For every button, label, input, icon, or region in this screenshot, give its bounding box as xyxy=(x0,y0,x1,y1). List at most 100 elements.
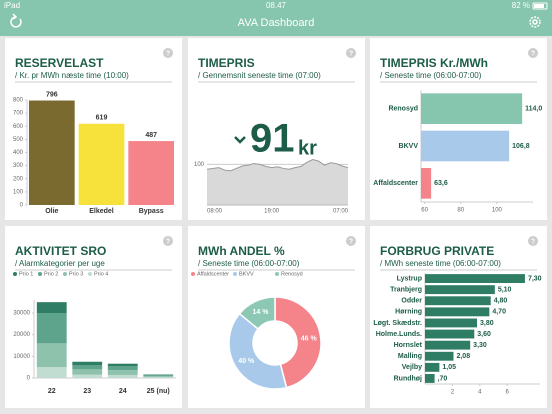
value-label: 3,30 xyxy=(473,342,487,349)
legend-marker xyxy=(38,272,42,276)
legend-marker xyxy=(191,272,195,276)
y-tick-label: BKVV xyxy=(399,143,419,150)
bar-segment xyxy=(107,366,138,371)
legend-label: BKVV xyxy=(239,271,254,277)
help-icon: ? xyxy=(166,50,170,57)
legend-label: Prio 4 xyxy=(94,271,108,277)
x-tick-label: 07:00 xyxy=(333,209,349,215)
value-label: ,70 xyxy=(438,375,448,382)
big-value: 91 xyxy=(250,117,295,161)
help-button xyxy=(528,236,538,246)
x-tick-label: 24 xyxy=(119,388,127,395)
y-tick-label: 200 xyxy=(13,176,24,182)
legend-marker xyxy=(88,272,92,276)
bar-segment xyxy=(36,313,67,344)
y-tick-label: 10000 xyxy=(13,354,30,360)
bar xyxy=(28,100,75,205)
value-label: 1,05 xyxy=(442,364,456,371)
x-tick-label: 80 xyxy=(457,208,464,214)
refresh-icon[interactable] xyxy=(10,16,22,28)
help-button xyxy=(163,48,173,58)
help-button xyxy=(346,236,356,246)
legend-marker xyxy=(233,272,237,276)
bar xyxy=(421,93,523,124)
device-name: iPad xyxy=(4,1,20,10)
gear-outer[interactable] xyxy=(529,16,541,28)
bar-segment xyxy=(143,375,174,377)
value-label: 14 % xyxy=(253,309,270,316)
x-tick-label: 100 xyxy=(492,208,503,214)
x-tick-label: 4 xyxy=(478,390,482,396)
x-tick-label: Bypass xyxy=(139,208,164,215)
card-subtitle: / Kr. pr MWh næste time (10:00) xyxy=(15,71,129,80)
bar xyxy=(425,374,435,383)
bar-segment xyxy=(143,376,174,378)
bar xyxy=(425,318,478,328)
card-subtitle: / Gennemsnit seneste time (07:00) xyxy=(198,71,321,80)
card-subtitle: / Alarmkategorier per uge xyxy=(15,259,105,268)
y-tick-label: 400 xyxy=(13,150,24,156)
gear-inner[interactable] xyxy=(532,19,538,25)
card xyxy=(370,226,547,408)
legend-marker xyxy=(13,272,17,276)
x-tick-label: 25 (nu) xyxy=(147,388,170,395)
bar-segment xyxy=(107,374,138,378)
bar xyxy=(421,130,510,162)
battery-level: 82 % xyxy=(512,1,530,10)
legend-marker xyxy=(63,272,67,276)
value-label: 4,70 xyxy=(492,309,506,316)
refresh-button[interactable] xyxy=(10,13,22,28)
x-tick-label: 6 xyxy=(505,390,509,396)
card-title: AKTIVITET SRO xyxy=(15,244,106,258)
value-label: 106,8 xyxy=(512,143,530,150)
value-label: 63,6 xyxy=(434,180,448,187)
y-tick-label: Hørning xyxy=(395,309,422,316)
y-tick-label: Rundhøj xyxy=(394,375,422,382)
x-tick-label: 19:00 xyxy=(264,209,280,215)
bar-segment xyxy=(72,361,103,365)
y-tick-label: Holme.Lunds. xyxy=(376,331,422,338)
y-tick-label: Lystrup xyxy=(397,275,422,282)
legend-marker xyxy=(275,272,279,276)
refresh-arrow[interactable] xyxy=(12,13,18,20)
bar xyxy=(425,285,495,295)
value-label: 40 % xyxy=(238,358,255,365)
bar xyxy=(425,329,475,339)
value-label: 46 % xyxy=(301,336,318,343)
help-icon: ? xyxy=(349,50,353,57)
y-tick-label: 100 xyxy=(13,189,24,195)
x-tick-label: 23 xyxy=(83,388,91,395)
bar xyxy=(425,274,525,283)
x-tick-label: 60 xyxy=(421,208,428,214)
bar-segment xyxy=(143,374,174,376)
y-tick-label: 300 xyxy=(13,163,24,169)
y-tick-label: Odder xyxy=(401,298,422,305)
bar xyxy=(421,168,432,199)
y-tick-label: Affaldscenter xyxy=(373,180,418,187)
header-title: AVA Dashboard xyxy=(238,17,315,29)
legend-label: Prio 2 xyxy=(44,271,58,277)
bar-segment xyxy=(36,367,67,378)
settings-button[interactable] xyxy=(529,16,541,28)
card-title: FORBRUG PRIVATE xyxy=(380,244,494,258)
bar-segment xyxy=(72,369,103,375)
y-tick-label: 500 xyxy=(13,137,24,143)
value-label: 796 xyxy=(46,91,58,98)
card-title: RESERVELAST xyxy=(15,56,104,70)
y-tick-label: 100 xyxy=(194,162,205,168)
card-title: TIMEPRIS xyxy=(198,56,255,70)
value-label: 3,60 xyxy=(477,331,491,338)
card-title: TIMEPRIS Kr./MWh xyxy=(380,56,488,70)
card-subtitle: / MWh seneste time (06:00-07:00) xyxy=(380,259,501,268)
y-tick-label: 20000 xyxy=(13,332,30,338)
x-tick-label: Elkedel xyxy=(89,208,114,215)
bar xyxy=(425,362,440,372)
legend-label: Affaldscenter xyxy=(197,271,229,277)
card-subtitle: / Seneste time (06:00-07:00) xyxy=(198,259,300,268)
card-subtitle: / Seneste time (06:00-07:00) xyxy=(380,71,482,80)
battery-icon xyxy=(532,2,548,10)
area xyxy=(207,159,348,205)
bar xyxy=(78,123,125,205)
bar xyxy=(425,296,491,306)
